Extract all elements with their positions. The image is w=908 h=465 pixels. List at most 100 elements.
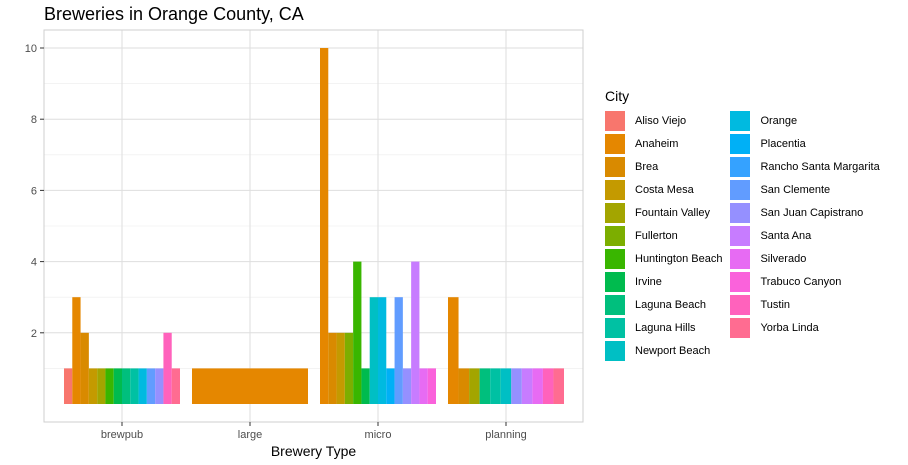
legend-swatch xyxy=(730,133,751,154)
bar xyxy=(469,368,480,404)
bar xyxy=(146,368,156,404)
legend: City Aliso Viejo Anaheim Brea Costa Mesa Fou… xyxy=(605,88,880,362)
y-tick-label: 10 xyxy=(25,43,37,55)
bar xyxy=(458,368,470,404)
legend-item: Trabuco Canyon xyxy=(730,270,879,293)
legend-item: Laguna Beach xyxy=(605,293,722,316)
bar xyxy=(542,368,554,404)
legend-swatch xyxy=(605,110,625,131)
legend-label: Santa Ana xyxy=(760,229,812,242)
bar xyxy=(402,368,412,404)
legend-item: Newport Beach xyxy=(605,339,722,362)
bar xyxy=(171,368,180,404)
bar xyxy=(122,368,131,404)
legend-swatch xyxy=(730,110,751,131)
legend-item: Costa Mesa xyxy=(605,178,722,201)
bar xyxy=(427,368,436,404)
bar xyxy=(553,368,564,404)
legend-swatch xyxy=(605,340,625,361)
legend-item: Aliso Viejo xyxy=(605,109,722,132)
legend-item: Santa Ana xyxy=(730,224,879,247)
legend-label: Anaheim xyxy=(635,137,679,150)
legend-swatch xyxy=(730,294,751,315)
bar xyxy=(72,297,81,404)
legend-swatch xyxy=(605,225,625,246)
bar xyxy=(490,368,501,404)
x-axis-title: Brewery Type xyxy=(271,443,357,459)
legend-item: Brea xyxy=(605,155,722,178)
legend-swatch xyxy=(730,271,751,292)
legend-label: Placentia xyxy=(760,137,806,150)
y-tick-label: 8 xyxy=(31,114,37,126)
bar xyxy=(192,368,308,404)
x-tick-label: micro xyxy=(365,429,392,441)
legend-swatch xyxy=(605,294,625,315)
bar xyxy=(155,368,164,404)
legend-swatch xyxy=(605,317,625,338)
legend-item: San Clemente xyxy=(730,178,879,201)
legend-label: Laguna Beach xyxy=(635,298,706,311)
legend-label: Laguna Hills xyxy=(635,321,696,334)
bar xyxy=(369,297,378,404)
x-tick-label: large xyxy=(238,429,262,441)
bar xyxy=(511,368,522,404)
legend-columns: Aliso Viejo Anaheim Brea Costa Mesa Fountain… xyxy=(605,109,880,362)
bar xyxy=(500,368,512,404)
legend-label: Costa Mesa xyxy=(635,183,694,196)
legend-label: Huntington Beach xyxy=(635,252,723,265)
legend-swatch xyxy=(730,225,751,246)
legend-item: Orange xyxy=(730,109,879,132)
legend-item: Silverado xyxy=(730,247,879,270)
bar xyxy=(130,368,139,404)
legend-label: Brea xyxy=(635,160,659,173)
bar xyxy=(419,368,428,404)
legend-label: Aliso Viejo xyxy=(635,114,687,127)
legend-swatch xyxy=(730,317,751,338)
legend-item: Laguna Hills xyxy=(605,316,722,339)
bar xyxy=(138,368,147,404)
x-tick-label: brewpub xyxy=(101,429,143,441)
legend-item: Fullerton xyxy=(605,224,722,247)
legend-swatch xyxy=(605,202,625,223)
legend-item: Fountain Valley xyxy=(605,201,722,224)
legend-item: Yorba Linda xyxy=(730,316,879,339)
bar xyxy=(411,261,420,404)
bar xyxy=(448,297,459,404)
x-tick-label: planning xyxy=(485,429,527,441)
bar xyxy=(97,368,106,404)
legend-column: Aliso Viejo Anaheim Brea Costa Mesa Fountain… xyxy=(605,109,722,362)
bar xyxy=(64,368,73,404)
bar xyxy=(105,368,114,404)
chart-title: Breweries in Orange County, CA xyxy=(44,4,304,24)
bar xyxy=(336,332,345,404)
legend-title: City xyxy=(605,88,630,104)
legend-label: Newport Beach xyxy=(635,344,711,357)
bar xyxy=(163,332,172,404)
bar xyxy=(88,368,98,404)
bar xyxy=(353,261,362,404)
y-tick-label: 2 xyxy=(31,328,37,340)
panel-border xyxy=(43,29,584,423)
legend-label: San Juan Capistrano xyxy=(760,206,864,219)
bar xyxy=(320,48,329,404)
legend-swatch xyxy=(605,133,625,154)
y-tick-label: 4 xyxy=(31,257,37,269)
legend-label: Yorba Linda xyxy=(760,321,819,334)
legend-item: San Juan Capistrano xyxy=(730,201,879,224)
legend-label: Trabuco Canyon xyxy=(760,275,842,288)
legend-item: Rancho Santa Margarita xyxy=(730,155,880,178)
legend-label: Rancho Santa Margarita xyxy=(760,160,880,173)
plot-area: 2 4 6 8 10 brewpub large micro planning Brewery T… xyxy=(25,29,584,459)
bar xyxy=(386,368,395,404)
legend-label: Silverado xyxy=(760,252,807,265)
legend-column: Orange Placentia Rancho Santa Margarita San… xyxy=(730,109,880,362)
legend-item: Tustin xyxy=(730,293,879,316)
bar xyxy=(479,368,491,404)
legend-item: Huntington Beach xyxy=(605,247,722,270)
bar xyxy=(378,297,387,404)
legend-swatch xyxy=(605,156,625,177)
bar xyxy=(394,297,403,404)
legend-swatch xyxy=(605,179,625,200)
legend-swatch xyxy=(605,271,625,292)
bar xyxy=(532,368,543,404)
